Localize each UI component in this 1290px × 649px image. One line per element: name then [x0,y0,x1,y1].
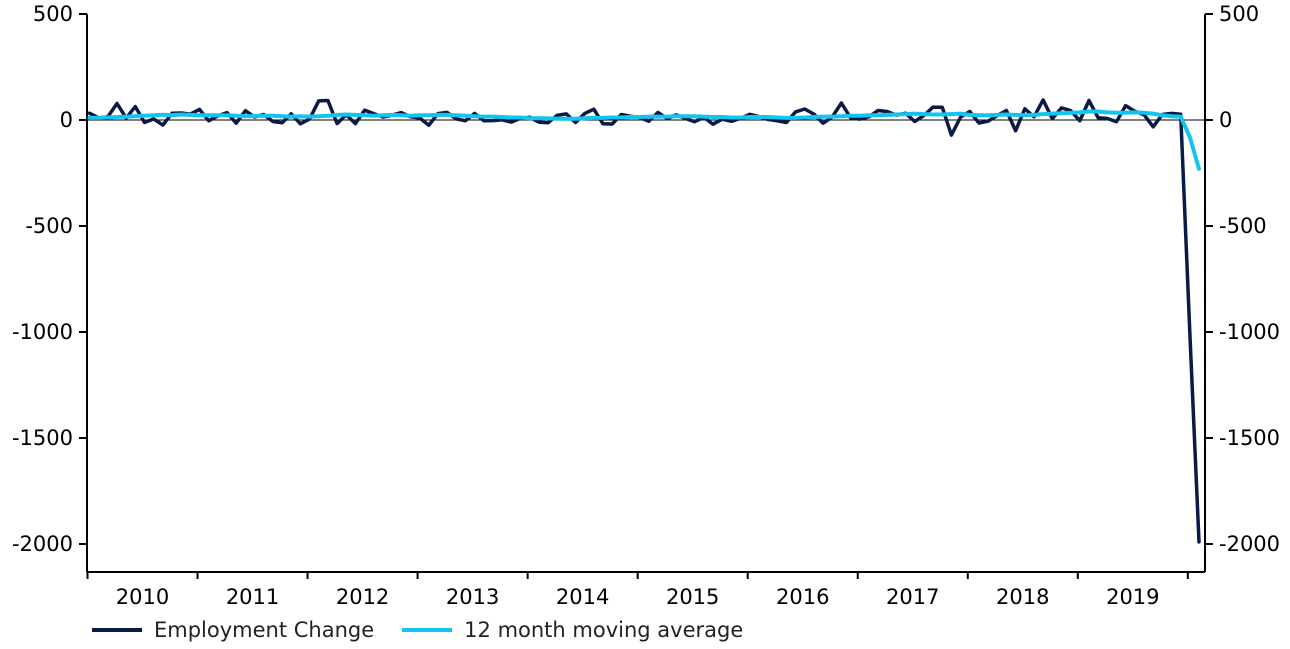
legend-swatch-moving-average [402,628,453,632]
y-tick-label-left: -1000 [12,320,73,344]
legend-swatch-employment-change [92,628,142,632]
y-tick-label-left: 0 [60,108,73,132]
x-tick-label: 2015 [666,585,719,609]
y-tick-label-right: -2000 [1219,532,1280,556]
x-tick-label: 2016 [776,585,829,609]
y-tick-label-right: -1000 [1219,320,1280,344]
y-tick-label-left: -1500 [12,426,73,450]
y-tick-label-left: -500 [25,214,73,238]
y-tick-label-right: 0 [1219,108,1232,132]
legend: Employment Change 12 month moving averag… [92,618,743,642]
legend-label-moving-average: 12 month moving average [464,618,744,642]
y-tick-label-left: -2000 [12,532,73,556]
x-tick-label: 2018 [996,585,1049,609]
legend-item-moving-average: 12 month moving average [402,618,743,642]
series-line-employment-change [87,98,1201,544]
y-axis-right-tick-labels: 500 0 -500 -1000 -1500 -2000 [1219,2,1280,556]
legend-label-employment-change: Employment Change [154,618,375,642]
x-tick-label: 2013 [446,585,499,609]
x-tick-label: 2011 [226,585,279,609]
x-tick-label: 2012 [336,585,389,609]
legend-item-employment-change: Employment Change [92,618,374,642]
x-axis-tick-labels: 2010 2011 2012 2013 2014 2015 2016 2017 2018 2019 [116,585,1160,609]
series-line-moving-average [87,109,1201,171]
x-tick-label: 2017 [886,585,939,609]
x-tick-label: 2014 [556,585,609,609]
y-tick-label-right: -500 [1219,214,1267,238]
y-tick-label-right: 500 [1219,2,1259,26]
series-layer [87,98,1201,544]
y-tick-label-right: -1500 [1219,426,1280,450]
y-axis-left-tick-labels: 500 0 -500 -1000 -1500 -2000 [12,2,73,556]
x-tick-label: 2010 [116,585,169,609]
y-tick-label-left: 500 [33,2,73,26]
x-tick-label: 2019 [1106,585,1159,609]
